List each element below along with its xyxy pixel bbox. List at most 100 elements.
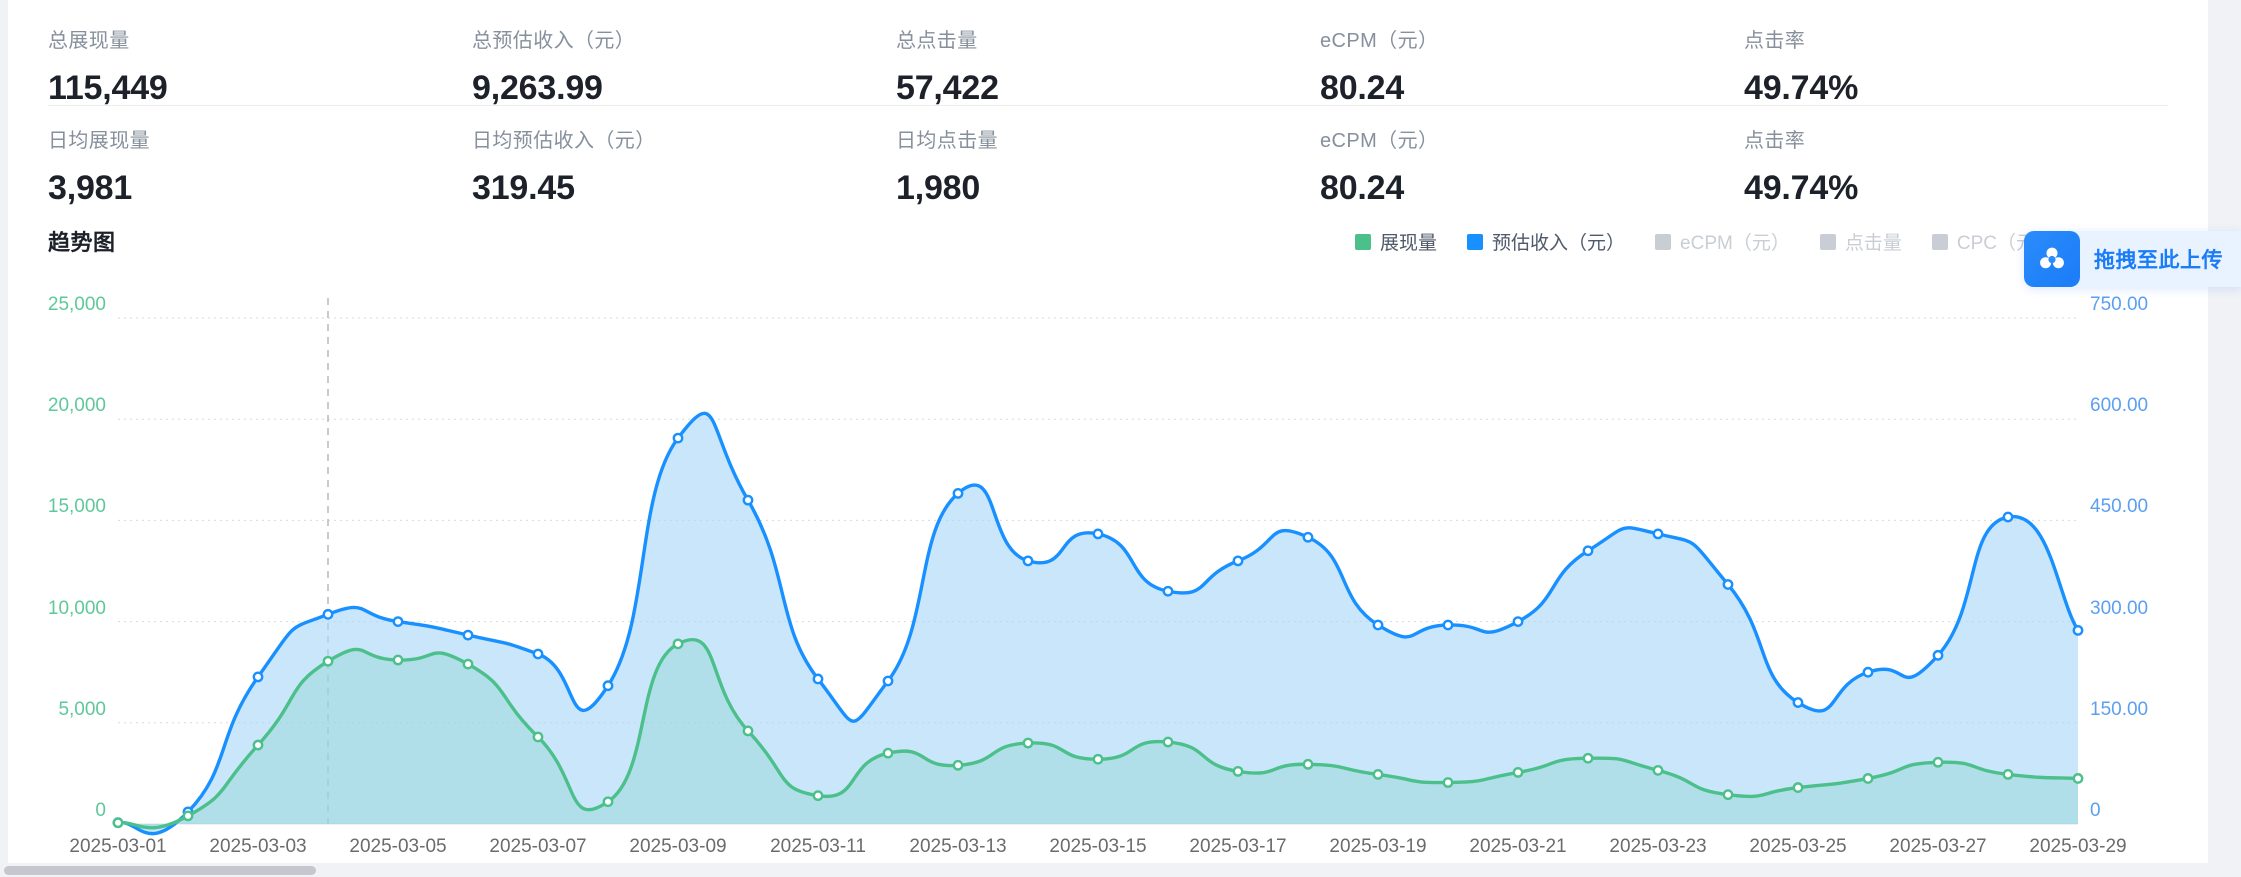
- x-axis-tick: 2025-03-03: [209, 836, 307, 857]
- stat-label: 点击率: [1744, 30, 1806, 52]
- data-point[interactable]: [322, 608, 334, 620]
- data-point[interactable]: [952, 759, 964, 771]
- data-point[interactable]: [1232, 765, 1244, 777]
- data-point[interactable]: [1022, 555, 1034, 567]
- data-point[interactable]: [252, 671, 264, 683]
- data-point[interactable]: [112, 817, 124, 829]
- data-point[interactable]: [1582, 545, 1594, 557]
- data-point[interactable]: [1162, 585, 1174, 597]
- horizontal-scrollbar-track[interactable]: [0, 863, 2241, 877]
- data-point[interactable]: [1372, 769, 1384, 780]
- y-axis-tick-left: 15,000: [47, 496, 106, 518]
- data-point[interactable]: [1932, 649, 1944, 661]
- horizontal-scrollbar-thumb[interactable]: [4, 866, 316, 875]
- data-point[interactable]: [602, 796, 614, 808]
- x-axis-tick: 2025-03-13: [909, 836, 1007, 857]
- data-point[interactable]: [672, 638, 684, 650]
- legend-label: eCPM（元）: [1680, 233, 1790, 254]
- x-axis-tick: 2025-03-15: [1049, 836, 1147, 857]
- stat-avg-impressions: 日均展现量 3,981: [48, 128, 472, 208]
- data-point[interactable]: [2072, 773, 2084, 784]
- y-axis-tick-left: 20,000: [47, 395, 106, 417]
- data-point[interactable]: [2002, 511, 2014, 523]
- series-area-展现量: [118, 639, 2078, 828]
- data-point[interactable]: [882, 747, 894, 759]
- data-point[interactable]: [1442, 777, 1454, 788]
- stat-avg-clicks: 日均点击量 1,980: [896, 128, 1320, 208]
- data-point[interactable]: [1862, 773, 1874, 784]
- stat-value: 49.74%: [1744, 69, 1859, 107]
- data-point[interactable]: [462, 658, 474, 670]
- data-point[interactable]: [1652, 528, 1664, 540]
- data-point[interactable]: [532, 731, 544, 743]
- stat-total-impressions: 总展现量 115,449: [48, 28, 472, 108]
- data-point[interactable]: [1932, 756, 1944, 768]
- data-point[interactable]: [1232, 555, 1244, 567]
- data-point[interactable]: [1652, 764, 1664, 776]
- x-axis-tick: 2025-03-05: [349, 836, 447, 857]
- data-point[interactable]: [742, 725, 754, 737]
- data-point[interactable]: [1372, 619, 1384, 631]
- stat-value: 1,980: [896, 169, 981, 207]
- data-point[interactable]: [1302, 758, 1314, 770]
- drag-upload-widget[interactable]: 拖拽至此上传: [2024, 231, 2241, 287]
- stats-divider: [48, 105, 2168, 106]
- stat-value: 9,263.99: [472, 69, 603, 107]
- legend-swatch-icon: [1819, 233, 1836, 250]
- legend-item-1[interactable]: 预估收入（元）: [1467, 228, 1625, 255]
- data-point[interactable]: [1442, 619, 1454, 631]
- data-point[interactable]: [672, 432, 684, 444]
- data-point[interactable]: [742, 494, 754, 506]
- data-point[interactable]: [1722, 579, 1734, 590]
- data-point[interactable]: [532, 648, 544, 660]
- x-axis-tick: 2025-03-29: [2029, 836, 2127, 857]
- legend-item-0[interactable]: 展现量: [1355, 228, 1437, 255]
- y-axis-tick-right: 150.00: [2090, 698, 2149, 720]
- stat-label: 日均展现量: [48, 130, 150, 152]
- y-axis-tick-left: 5,000: [58, 698, 106, 720]
- y-axis-tick-right: 300.00: [2090, 597, 2149, 619]
- series-area-预估收入（元）: [118, 413, 2078, 834]
- data-point[interactable]: [1302, 531, 1314, 543]
- summary-stats-row-daily-average: 日均展现量 3,981 日均预估收入（元） 319.45 日均点击量 1,980…: [8, 106, 2208, 208]
- legend-swatch-icon: [1467, 233, 1484, 250]
- data-point[interactable]: [1092, 753, 1104, 765]
- data-point[interactable]: [1792, 782, 1804, 793]
- data-point[interactable]: [812, 673, 824, 685]
- data-point[interactable]: [252, 739, 264, 751]
- data-point[interactable]: [392, 654, 404, 666]
- data-point[interactable]: [882, 675, 894, 687]
- data-point[interactable]: [1512, 766, 1524, 778]
- data-point[interactable]: [2002, 769, 2014, 780]
- data-point[interactable]: [462, 629, 474, 641]
- data-point[interactable]: [602, 680, 614, 692]
- x-axis-tick: 2025-03-19: [1329, 836, 1427, 857]
- data-point[interactable]: [1022, 737, 1034, 749]
- data-point[interactable]: [1092, 528, 1104, 540]
- data-point[interactable]: [322, 655, 334, 667]
- data-point[interactable]: [1792, 697, 1804, 708]
- stat-avg-ctr: 点击率 49.74%: [1744, 128, 2168, 208]
- legend-swatch-icon: [1355, 233, 1372, 250]
- upload-widget-label: 拖拽至此上传: [2094, 249, 2223, 272]
- data-point[interactable]: [392, 616, 404, 627]
- data-point[interactable]: [1512, 616, 1524, 627]
- data-point[interactable]: [1722, 789, 1734, 801]
- summary-stats-row-total: 总展现量 115,449 总预估收入（元） 9,263.99 总点击量 57,4…: [8, 0, 2208, 108]
- data-point[interactable]: [182, 810, 194, 822]
- chart-canvas: [112, 298, 2084, 836]
- data-point[interactable]: [1162, 736, 1174, 748]
- legend-item-3[interactable]: 点击量: [1819, 228, 1902, 255]
- trend-chart[interactable]: 2025-03-04 星期二 展现量: 8,041 预估收入（元）：310.78…: [8, 276, 2208, 877]
- data-point[interactable]: [1582, 752, 1594, 764]
- data-point[interactable]: [952, 488, 964, 499]
- data-point[interactable]: [1862, 666, 1874, 678]
- data-point[interactable]: [2072, 624, 2084, 636]
- x-axis-tick: 2025-03-27: [1889, 836, 1987, 857]
- data-point[interactable]: [812, 790, 824, 802]
- legend-item-2[interactable]: eCPM（元）: [1655, 228, 1790, 255]
- stat-avg-revenue: 日均预估收入（元） 319.45: [472, 128, 896, 208]
